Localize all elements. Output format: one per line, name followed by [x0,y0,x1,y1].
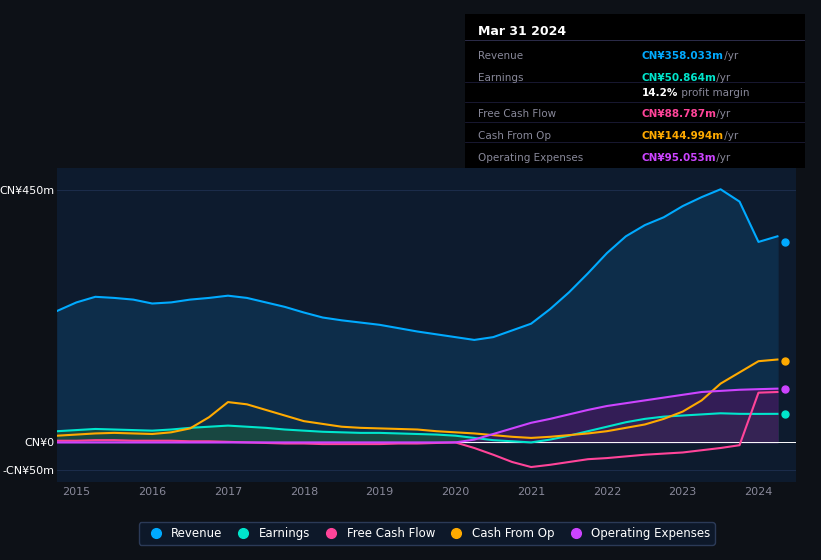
Text: Revenue: Revenue [479,51,524,61]
Text: /yr: /yr [713,72,731,82]
Text: /yr: /yr [713,153,731,162]
Text: CN¥95.053m: CN¥95.053m [642,153,717,162]
Text: /yr: /yr [721,51,738,61]
Text: CN¥144.994m: CN¥144.994m [642,131,724,141]
Text: /yr: /yr [721,131,738,141]
Text: Earnings: Earnings [479,72,524,82]
Text: CN¥50.864m: CN¥50.864m [642,72,717,82]
Text: Cash From Op: Cash From Op [479,131,552,141]
Legend: Revenue, Earnings, Free Cash Flow, Cash From Op, Operating Expenses: Revenue, Earnings, Free Cash Flow, Cash … [139,522,715,545]
Text: /yr: /yr [713,110,731,119]
Text: CN¥88.787m: CN¥88.787m [642,110,717,119]
Text: Operating Expenses: Operating Expenses [479,153,584,162]
Text: CN¥358.033m: CN¥358.033m [642,51,724,61]
Text: Mar 31 2024: Mar 31 2024 [479,25,566,38]
Text: Free Cash Flow: Free Cash Flow [479,110,557,119]
Text: profit margin: profit margin [677,88,749,98]
Text: 14.2%: 14.2% [642,88,678,98]
